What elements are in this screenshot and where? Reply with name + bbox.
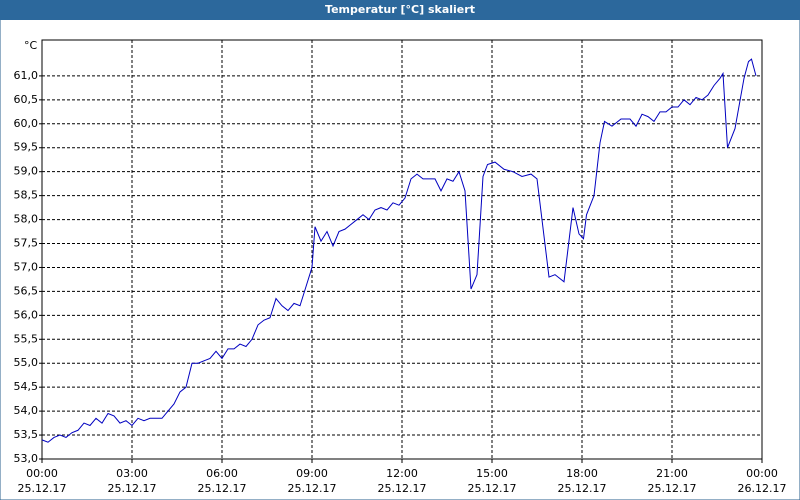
x-tick-label: 00:00 [26, 467, 58, 480]
x-tick-label: 00:00 [746, 467, 778, 480]
x-tick-date: 25.12.17 [468, 482, 517, 495]
y-tick-label: 57,0 [14, 260, 39, 273]
x-tick-label: 15:00 [476, 467, 508, 480]
x-tick-label: 12:00 [386, 467, 418, 480]
x-tick-date: 25.12.17 [558, 482, 607, 495]
x-tick-label: 21:00 [656, 467, 688, 480]
y-tick-label: 57,5 [14, 237, 39, 250]
x-tick-date: 25.12.17 [198, 482, 247, 495]
y-tick-label: 60,5 [14, 93, 39, 106]
x-tick-date: 25.12.17 [378, 482, 427, 495]
x-tick-label: 18:00 [566, 467, 598, 480]
y-tick-label: 55,5 [14, 332, 39, 345]
y-tick-label: 54,0 [14, 404, 39, 417]
y-tick-label: 59,5 [14, 141, 39, 154]
y-unit: °C [24, 39, 38, 52]
chart-title: Temperatur [°C] skaliert [325, 3, 475, 16]
y-tick-label: 56,5 [14, 284, 39, 297]
x-tick-label: 03:00 [116, 467, 148, 480]
y-tick-label: 58,5 [14, 189, 39, 202]
y-tick-label: 61,0 [14, 69, 39, 82]
x-tick-date: 25.12.17 [648, 482, 697, 495]
x-tick-label: 06:00 [206, 467, 238, 480]
y-tick-label: 60,0 [14, 117, 39, 130]
title-bar [0, 0, 800, 20]
y-tick-label: 58,0 [14, 213, 39, 226]
x-tick-label: 09:00 [296, 467, 328, 480]
y-tick-label: 56,0 [14, 308, 39, 321]
x-tick-date: 25.12.17 [18, 482, 67, 495]
y-tick-label: 53,5 [14, 428, 39, 441]
x-tick-date: 25.12.17 [108, 482, 157, 495]
y-tick-label: 55,0 [14, 356, 39, 369]
x-tick-date: 25.12.17 [288, 482, 337, 495]
x-tick-date: 26.12.17 [738, 482, 787, 495]
y-tick-label: 59,0 [14, 165, 39, 178]
y-tick-label: 53,0 [14, 452, 39, 465]
y-tick-label: 54,5 [14, 380, 39, 393]
data-line [41, 58, 757, 443]
